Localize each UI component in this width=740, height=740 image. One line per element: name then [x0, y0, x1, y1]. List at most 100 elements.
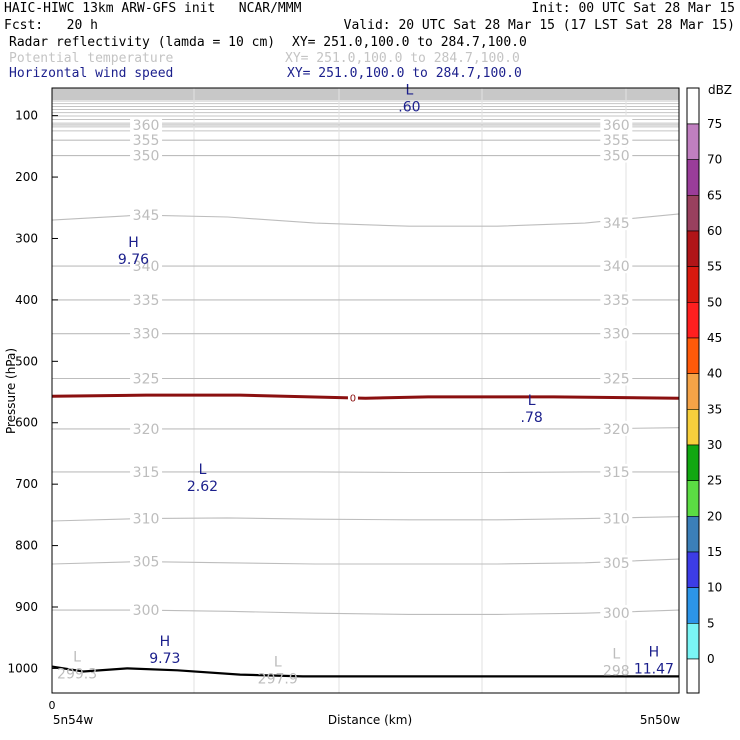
- extremum-l-marker: L: [73, 649, 81, 665]
- upper-band-fill: [52, 88, 679, 100]
- contour-label-bg: [130, 147, 163, 163]
- colorbar-level-label: 0: [707, 652, 715, 666]
- theta-label: 345: [603, 216, 630, 232]
- theta-label: 310: [133, 512, 160, 528]
- x-axis-label: Distance (km): [328, 713, 412, 727]
- field-name-reflectivity: Radar reflectivity (lamda = 10 cm): [9, 35, 276, 50]
- theta-label: 355: [603, 133, 630, 149]
- colorbar-swatch-70: [686, 159, 700, 196]
- contour-label-bg: [600, 116, 633, 132]
- contour-label-bg: [600, 291, 633, 307]
- colorbar-level-label: 5: [707, 616, 715, 630]
- colorbar-level-label: 50: [707, 295, 722, 309]
- theta-label: 360: [133, 118, 160, 134]
- colorbar-swatch-60: [686, 230, 700, 267]
- colorbar-level-label: 20: [707, 509, 722, 523]
- extremum-value: 297.9: [258, 671, 298, 687]
- contour-label-bg: [130, 132, 163, 148]
- colorbar-swatch-40: [686, 373, 700, 410]
- contour-label-bg: [130, 553, 163, 569]
- colorbar-level-label: 55: [707, 260, 722, 274]
- contour-label-bg: [600, 605, 633, 621]
- contour-label-bg: [130, 510, 163, 526]
- theta-label: 360: [603, 118, 630, 134]
- y-tick-label: 600: [15, 416, 38, 430]
- colorbar-unit: dBZ: [708, 83, 732, 97]
- colorbar-level-label: 25: [707, 474, 722, 488]
- theta-label: 325: [603, 372, 630, 388]
- extremum-value: 9.76: [118, 252, 149, 268]
- colorbar-swatch-30: [686, 444, 700, 481]
- y-axis-label: Pressure (hPa): [4, 348, 18, 434]
- colorbar-swatch-5: [686, 623, 700, 660]
- colorbar-level-label: 30: [707, 438, 722, 452]
- field-xy-theta: XY= 251.0,100.0 to 284.7,100.0: [285, 51, 520, 66]
- plot-background: [52, 88, 679, 693]
- theta-label: 300: [133, 603, 160, 619]
- contour-label-bg: [600, 420, 633, 436]
- colorbar-level-label: 75: [707, 117, 722, 131]
- extremum-value: .78: [521, 410, 543, 426]
- extremum-value: 299.3: [57, 666, 97, 682]
- colorbar-swatch-10: [686, 587, 700, 624]
- colorbar-swatch-0: [686, 658, 700, 694]
- theta-label: 340: [603, 259, 630, 275]
- header-line2-right: Valid: 20 UTC Sat 28 Mar 15 (17 LST Sat …: [343, 18, 735, 33]
- theta-contours: 300 300 305 305 310 310 315 315 320 320 325 325 330 3…: [51, 116, 680, 622]
- theta-label: 330: [133, 327, 160, 343]
- colorbar-swatch-65: [686, 195, 700, 232]
- header-line2-left: Fcst: 20 h: [4, 18, 98, 33]
- theta-label: 335: [133, 293, 160, 309]
- contour-label-bg: [600, 215, 633, 231]
- terrain-surface-line: [51, 665, 679, 678]
- grid: [193, 88, 627, 693]
- theta-label: 320: [133, 422, 160, 438]
- colorbar-swatch-50: [686, 302, 700, 339]
- contour-label-bg: [600, 554, 633, 570]
- extremum-h-marker: H: [160, 634, 171, 650]
- theta-label: 350: [603, 149, 630, 165]
- contour-label-bg: [600, 147, 633, 163]
- y-tick-label: 900: [15, 600, 38, 614]
- extremum-value: 11.47: [634, 661, 674, 677]
- colorbar-swatch-25: [686, 480, 700, 517]
- extremum-value: 298: [603, 663, 630, 679]
- upper-isentrope-band: [52, 88, 679, 132]
- contour-label-bg: [600, 132, 633, 148]
- contour-label-bg: [130, 116, 163, 132]
- contour-label-bg: [600, 510, 633, 526]
- y-tick-label: 1000: [7, 661, 38, 675]
- x-tick-label: 0: [49, 699, 56, 712]
- extremum-h-marker: H: [128, 235, 139, 251]
- y-tick-label: 700: [15, 477, 38, 491]
- contour-label-bg: [130, 207, 163, 223]
- theta-label: 300: [603, 606, 630, 622]
- extremum-h-marker: H: [649, 644, 660, 660]
- y-tick-label: 100: [15, 109, 38, 123]
- colorbar-swatch-15: [686, 551, 700, 588]
- extremum-value: 9.73: [149, 651, 180, 667]
- theta-label: 310: [603, 512, 630, 528]
- y-tick-label: 300: [15, 231, 38, 245]
- contour-label-bg: [130, 291, 163, 307]
- extremum-l-marker: L: [405, 82, 413, 98]
- contour-label-bg: [600, 463, 633, 479]
- contour-label-bg: [130, 325, 163, 341]
- field-name-wind: Horizontal wind speed: [9, 66, 174, 81]
- colorbar-swatch-35: [686, 409, 700, 446]
- field-name-theta: Potential temperature: [9, 51, 174, 66]
- colorbar-level-label: 35: [707, 402, 722, 416]
- colorbar-swatch-20: [686, 516, 700, 553]
- theta-label: 355: [133, 133, 160, 149]
- y-tick-label: 800: [15, 539, 38, 553]
- extremum-l-marker: L: [528, 393, 536, 409]
- extremum-value: 2.62: [187, 479, 218, 495]
- freezing-level-label: 0: [350, 394, 356, 405]
- theta-label: 315: [133, 465, 160, 481]
- theta-label: 335: [603, 293, 630, 309]
- field-xy-wind: XY= 251.0,100.0 to 284.7,100.0: [287, 66, 522, 81]
